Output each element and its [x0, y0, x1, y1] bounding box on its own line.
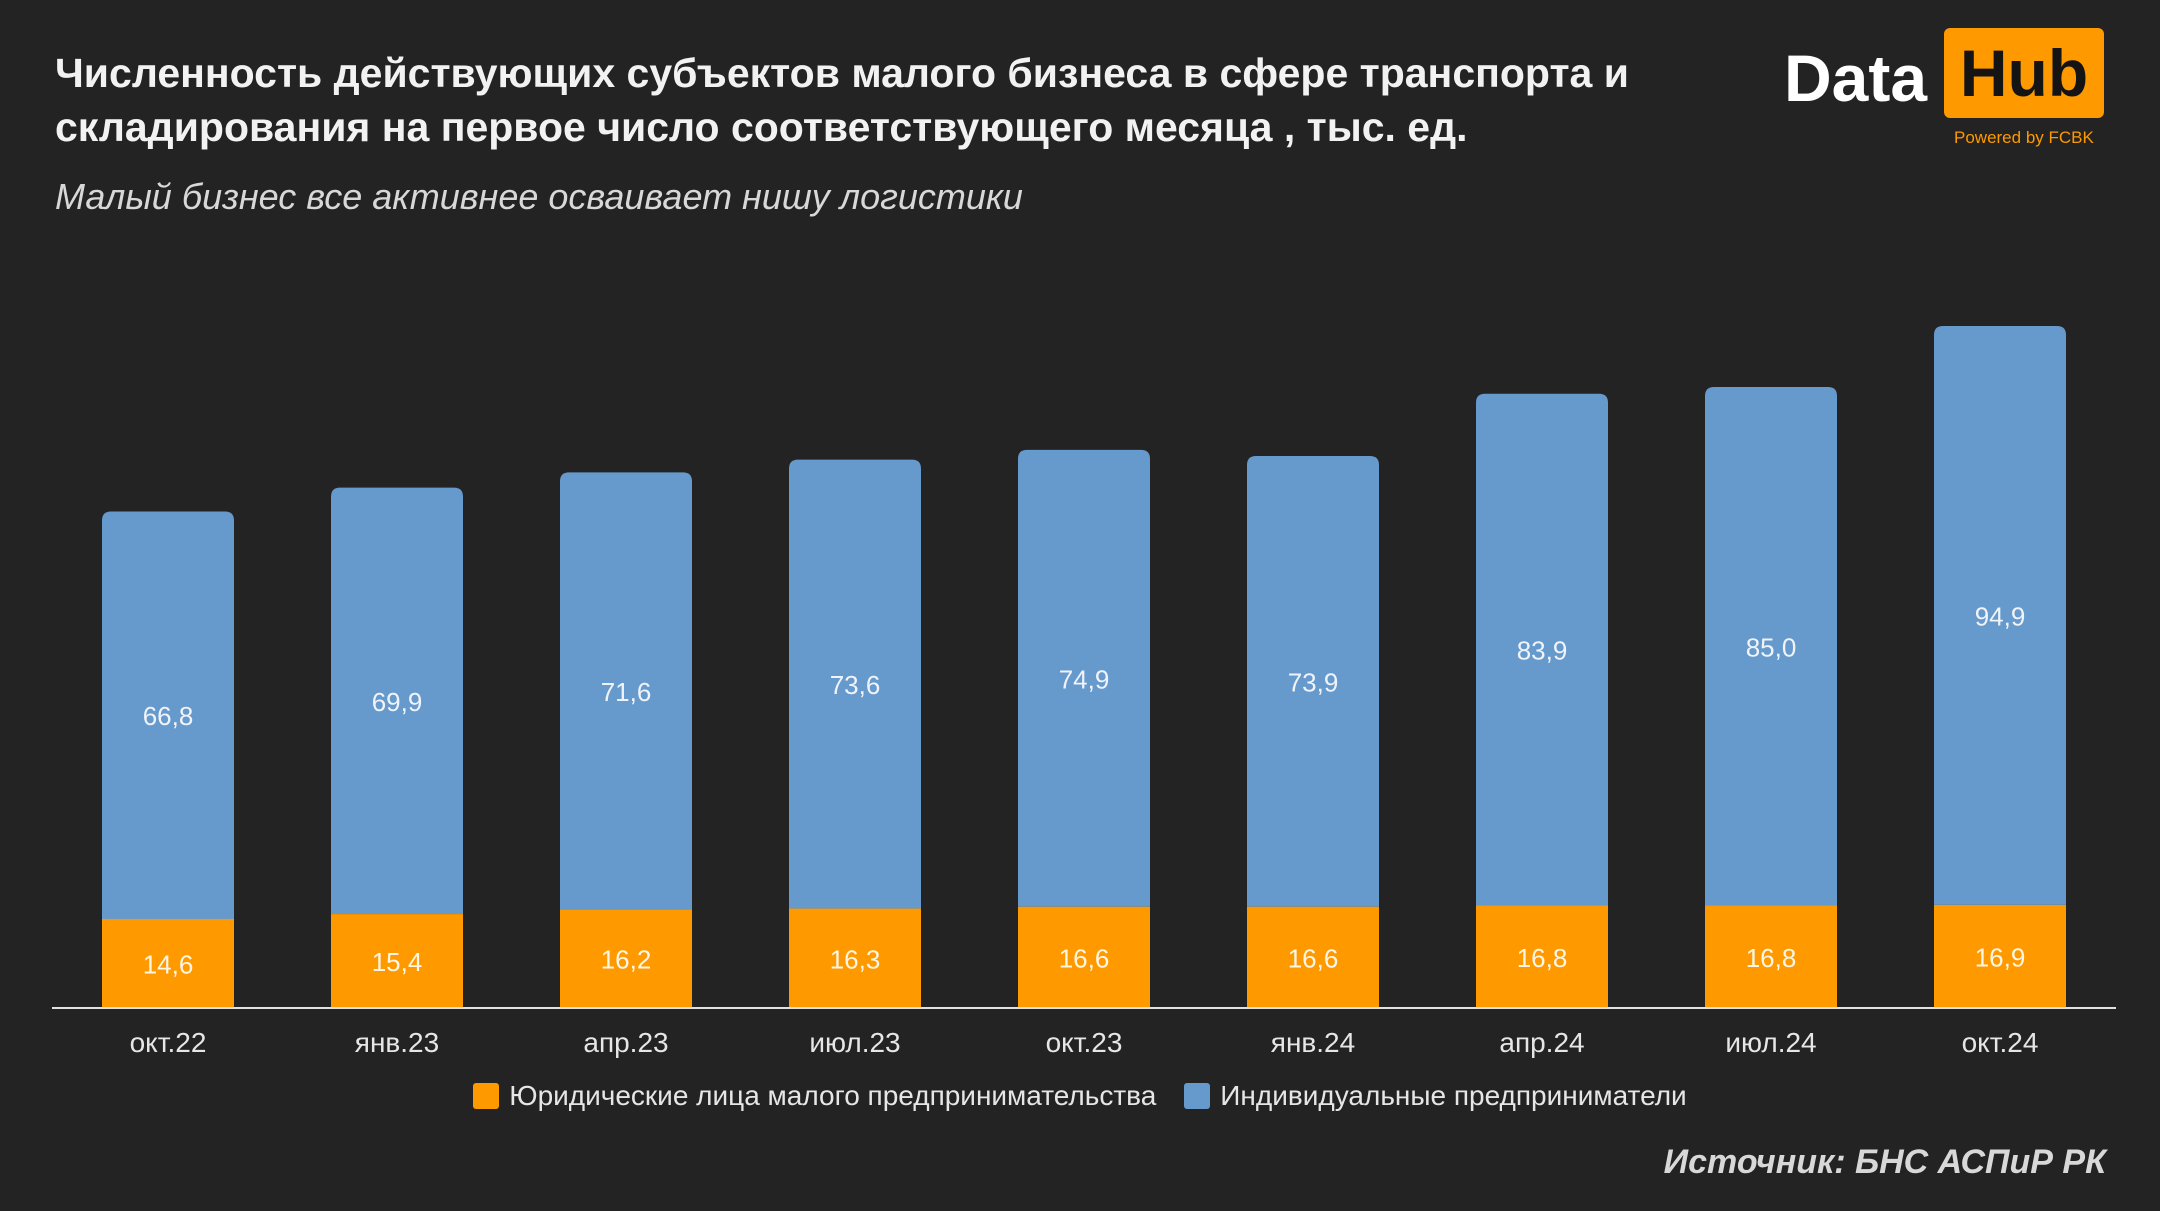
x-tick-label: янв.23 [355, 1027, 439, 1058]
legend-label: Юридические лица малого предпринимательс… [509, 1080, 1157, 1111]
legend-item-individual-entrepreneurs: Индивидуальные предприниматели [1184, 1080, 1687, 1112]
bars-group: 66,8 14,6 69,9 15,4 71,6 16,2 73,6 16,3 74,9 16,6… [102, 326, 2066, 1008]
data-label-individual-entrepreneurs: 85,0 [1746, 632, 1797, 662]
bar-individual-entrepreneurs [102, 511, 234, 919]
bar-legal-entities [1247, 906, 1379, 1008]
bar-legal-entities [102, 918, 234, 1008]
logo-data-text: Data [1784, 41, 1928, 115]
legend: Юридические лица малого предпринимательс… [0, 1080, 2160, 1112]
data-label-legal-entities: 16,6 [1059, 943, 1110, 973]
data-label-legal-entities: 15,4 [372, 947, 423, 977]
bar-individual-entrepreneurs [560, 472, 692, 910]
bar-individual-entrepreneurs [1018, 449, 1150, 907]
x-tick-label: июл.23 [809, 1027, 900, 1058]
x-tick-label: июл.24 [1725, 1027, 1816, 1058]
legend-swatch-blue [1184, 1083, 1211, 1109]
x-tick-labels: окт.22 янв.23 апр.23 июл.23 окт.23 янв.24 апр.… [130, 1027, 2039, 1058]
datahub-logo: Data Hub Powered by FCBK [1784, 28, 2104, 158]
chart-title: Численность действующих субъектов малого… [55, 50, 1629, 150]
bar-legal-entities [1705, 905, 1837, 1008]
data-label-individual-entrepreneurs: 94,9 [1975, 601, 2026, 631]
legend-label: Индивидуальные предприниматели [1220, 1080, 1687, 1111]
x-tick-label: апр.24 [1499, 1027, 1584, 1058]
data-label-legal-entities: 16,6 [1288, 943, 1339, 973]
bar-legal-entities [1476, 905, 1608, 1008]
data-label-individual-entrepreneurs: 73,6 [830, 670, 881, 700]
data-label-legal-entities: 14,6 [143, 949, 194, 979]
data-label-legal-entities: 16,3 [830, 944, 881, 974]
data-label-legal-entities: 16,8 [1517, 943, 1568, 973]
x-tick-label: окт.24 [1962, 1027, 2039, 1058]
legend-item-legal-entities: Юридические лица малого предпринимательс… [473, 1080, 1156, 1112]
data-label-individual-entrepreneurs: 71,6 [601, 677, 652, 707]
data-label-individual-entrepreneurs: 83,9 [1517, 636, 1568, 666]
bar-legal-entities [789, 908, 921, 1008]
data-label-individual-entrepreneurs: 66,8 [143, 701, 194, 731]
logo-hub-text: Hub [1944, 28, 2104, 118]
bar-individual-entrepreneurs [1934, 326, 2066, 905]
bar-individual-entrepreneurs [1705, 387, 1837, 906]
bar-legal-entities [560, 909, 692, 1008]
legend-swatch-orange [473, 1083, 500, 1109]
x-tick-label: янв.24 [1271, 1027, 1355, 1058]
bar-individual-entrepreneurs [789, 459, 921, 909]
bar-individual-entrepreneurs [1476, 393, 1608, 906]
source-note: Источник: БНС АСПиР РК [1663, 1143, 2106, 1181]
x-tick-label: окт.22 [130, 1027, 207, 1058]
chart-subtitle: Малый бизнес все активнее осваивает нишу… [55, 176, 1023, 217]
bar-individual-entrepreneurs [331, 487, 463, 915]
logo-powered-text: Powered by FCBK [1954, 128, 2094, 147]
data-label-individual-entrepreneurs: 73,9 [1288, 667, 1339, 697]
x-tick-label: окт.23 [1046, 1027, 1123, 1058]
x-tick-label: апр.23 [583, 1027, 668, 1058]
bar-legal-entities [331, 914, 463, 1008]
bar-legal-entities [1018, 906, 1150, 1008]
data-label-legal-entities: 16,8 [1746, 943, 1797, 973]
data-label-individual-entrepreneurs: 69,9 [372, 687, 423, 717]
data-label-legal-entities: 16,2 [601, 945, 652, 975]
data-label-individual-entrepreneurs: 74,9 [1059, 664, 1110, 694]
data-label-legal-entities: 16,9 [1975, 942, 2026, 972]
bar-legal-entities [1934, 904, 2066, 1008]
bar-individual-entrepreneurs [1247, 455, 1379, 907]
